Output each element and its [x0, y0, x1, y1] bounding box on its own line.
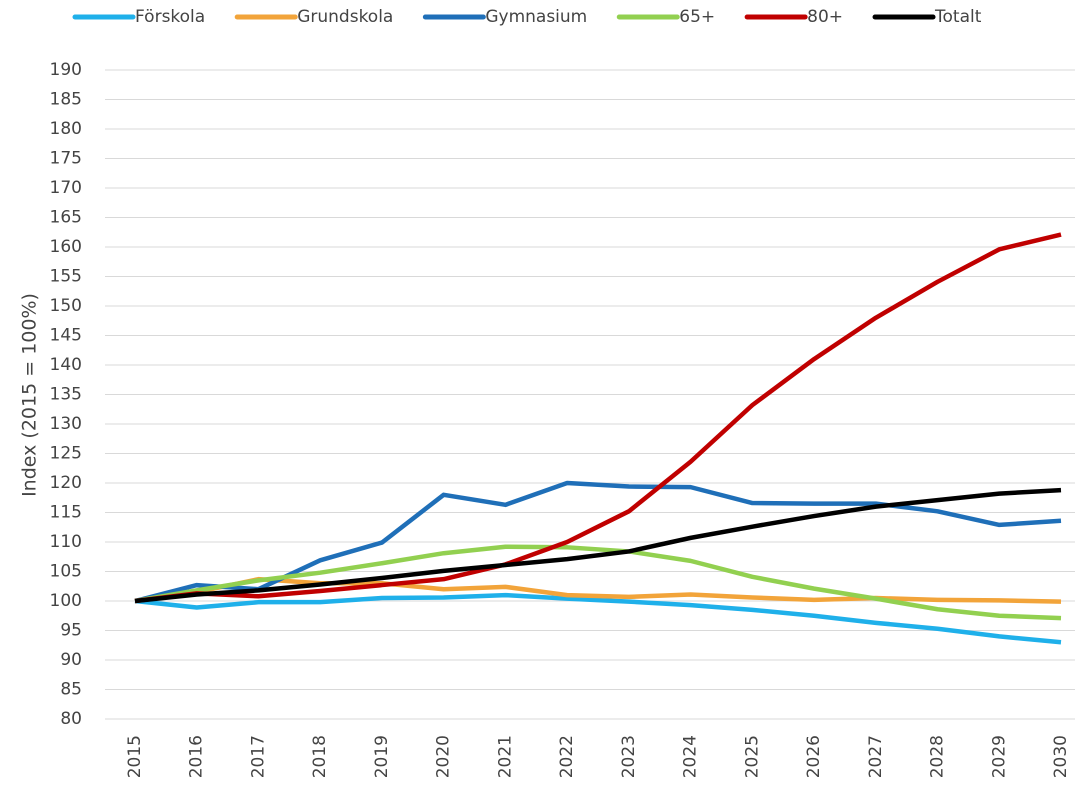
- x-tick-label: 2029: [989, 735, 1009, 778]
- y-tick-label: 175: [50, 149, 82, 169]
- y-tick-label: 145: [50, 326, 82, 346]
- series-line: [134, 576, 1062, 604]
- x-tick-label: 2024: [681, 735, 701, 778]
- y-tick-label: 130: [50, 414, 82, 434]
- x-tick-label: 2022: [557, 735, 577, 778]
- x-tick-label: 2028: [928, 735, 948, 778]
- y-tick-label: 160: [50, 237, 82, 257]
- legend-label: 80+: [807, 7, 843, 27]
- y-tick-label: 80: [60, 709, 82, 729]
- legend-label: Gymnasium: [485, 7, 587, 27]
- y-tick-label: 140: [50, 355, 82, 375]
- x-tick-label: 2017: [248, 735, 268, 778]
- x-tick-label: 2027: [866, 735, 886, 778]
- x-tick-label: 2015: [125, 735, 145, 778]
- series-line: [134, 487, 1062, 604]
- y-tick-label: 125: [50, 444, 82, 464]
- series-line: [134, 544, 1062, 621]
- y-tick-label: 155: [50, 267, 82, 287]
- y-tick-label: 110: [50, 532, 82, 552]
- y-tick-label: 185: [50, 90, 82, 110]
- series-line: [134, 232, 1062, 604]
- x-tick-label: 2026: [804, 735, 824, 778]
- y-tick-label: 180: [50, 119, 82, 139]
- x-tick-label: 2025: [742, 735, 762, 778]
- y-tick-label: 95: [60, 621, 82, 641]
- y-axis-label: Index (2015 = 100%): [19, 293, 41, 497]
- y-tick-label: 170: [50, 178, 82, 198]
- y-tick-label: 135: [50, 385, 82, 405]
- y-tick-label: 190: [50, 60, 82, 80]
- y-tick-label: 150: [50, 296, 82, 316]
- legend-label: Grundskola: [297, 7, 393, 27]
- y-tick-label: 90: [60, 650, 82, 670]
- y-tick-label: 100: [50, 591, 82, 611]
- y-tick-label: 120: [50, 473, 82, 493]
- x-tick-label: 2018: [310, 735, 330, 778]
- y-tick-label: 165: [50, 208, 82, 228]
- legend-label: Förskola: [135, 7, 205, 27]
- x-tick-label: 2016: [187, 735, 207, 778]
- x-tick-label: 2023: [619, 735, 639, 778]
- series-line: [134, 592, 1062, 645]
- y-tick-label: 115: [50, 503, 82, 523]
- y-tick-label: 105: [50, 562, 82, 582]
- x-tick-label: 2030: [1051, 735, 1071, 778]
- legend-label: 65+: [679, 7, 715, 27]
- x-tick-label: 2020: [434, 735, 454, 778]
- legend-label: Totalt: [934, 7, 982, 27]
- y-tick-label: 85: [60, 680, 82, 700]
- x-tick-label: 2021: [495, 735, 515, 778]
- x-tick-label: 2019: [372, 735, 392, 778]
